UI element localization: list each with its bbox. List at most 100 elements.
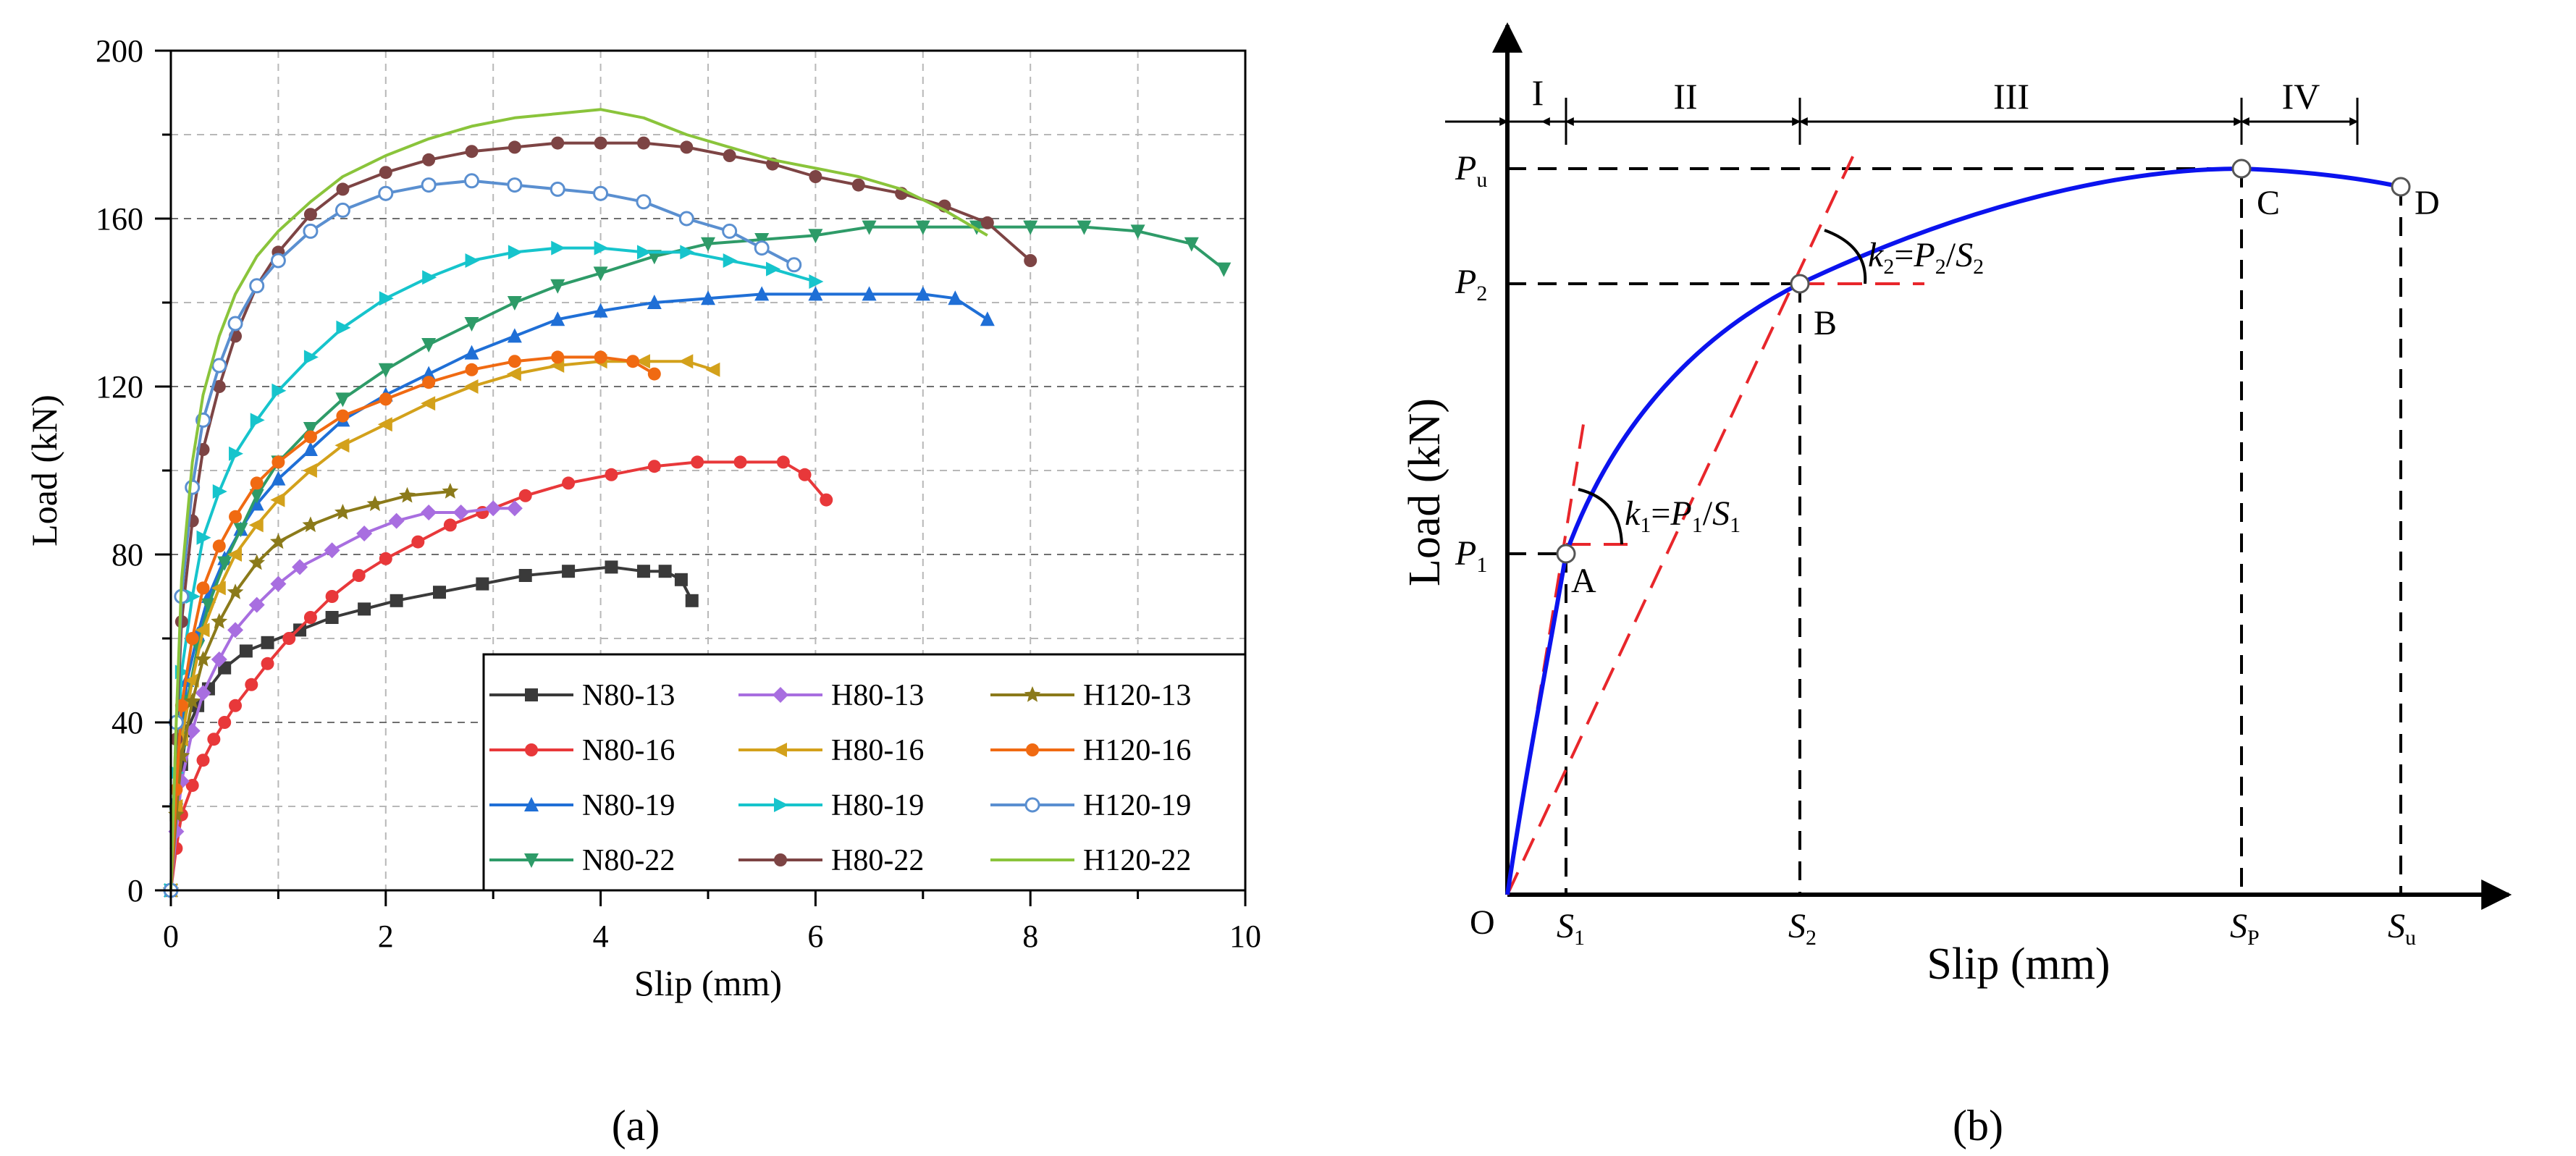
data-point <box>379 166 392 180</box>
data-point <box>605 560 618 574</box>
legend-marker <box>774 853 787 866</box>
data-point <box>334 438 350 453</box>
data-point <box>227 622 244 638</box>
data-point <box>1024 254 1037 267</box>
legend-item: H80-19 <box>738 789 924 822</box>
data-point <box>862 220 877 235</box>
data-point <box>211 612 228 629</box>
legend-label: H80-16 <box>831 734 924 767</box>
data-point <box>324 542 340 559</box>
data-point <box>636 194 652 210</box>
data-point <box>463 379 479 394</box>
data-point <box>211 581 226 596</box>
data-point <box>270 575 287 592</box>
data-point <box>678 211 694 227</box>
legend-marker <box>524 797 539 811</box>
data-point <box>550 279 565 294</box>
data-point <box>647 295 662 309</box>
data-point <box>442 483 459 499</box>
data-point <box>303 350 319 365</box>
legend-marker <box>774 798 788 812</box>
series-line <box>169 360 714 891</box>
data-point <box>680 245 695 260</box>
angle-arc-k1 <box>1578 488 1623 545</box>
data-point <box>766 261 781 277</box>
data-point <box>674 573 688 586</box>
data-point <box>421 177 437 193</box>
data-point <box>303 223 319 239</box>
annotation-k1: k1=P1/S1 <box>1625 494 1741 537</box>
data-point <box>464 345 479 360</box>
data-point <box>464 173 480 189</box>
series-line <box>169 565 694 891</box>
data-point <box>1216 262 1232 277</box>
data-point <box>1077 220 1092 235</box>
data-point <box>658 565 672 578</box>
data-point <box>593 185 609 201</box>
data-point <box>218 716 232 729</box>
data-point <box>733 455 747 469</box>
data-point <box>334 202 350 218</box>
data-point <box>506 500 523 517</box>
x-tick-label: 2 <box>378 919 394 954</box>
x-tick-label: 8 <box>1022 919 1038 954</box>
data-point <box>594 240 609 256</box>
data-point <box>248 518 264 533</box>
data-point <box>421 396 436 411</box>
data-point <box>754 240 770 256</box>
data-point <box>562 476 576 490</box>
ticks-a: 0 2 4 6 8 10 0 40 80 120 160 200 <box>96 33 1261 954</box>
legend-marker <box>525 688 538 701</box>
data-point <box>851 178 865 192</box>
series-H120-19 <box>163 173 802 898</box>
point-b-label: B <box>1814 304 1837 342</box>
data-point <box>723 253 738 268</box>
data-point <box>809 170 822 183</box>
data-point <box>271 471 286 486</box>
data-point <box>250 476 264 490</box>
x-label-sp: SP <box>2230 907 2260 950</box>
data-point <box>196 581 210 595</box>
data-point <box>465 145 479 159</box>
data-point <box>185 779 199 792</box>
panel-b-schematic: I II III IV A B <box>1400 22 2512 1149</box>
data-point <box>723 149 736 162</box>
data-point <box>229 510 243 523</box>
data-point <box>248 554 266 570</box>
data-point <box>336 182 350 196</box>
series-line <box>169 490 450 891</box>
data-point <box>269 533 287 549</box>
legend-box-a <box>482 653 1247 892</box>
data-point <box>248 596 265 613</box>
data-point <box>185 479 201 495</box>
legend-item: N80-22 <box>489 844 675 877</box>
data-point <box>233 523 248 538</box>
data-point <box>594 350 607 364</box>
data-point <box>184 673 199 688</box>
legend-item: H120-13 <box>990 679 1191 712</box>
data-point <box>366 495 384 512</box>
data-point <box>212 484 227 499</box>
data-point <box>680 140 694 154</box>
point-d-marker <box>2391 177 2411 197</box>
data-point <box>550 181 565 197</box>
y-label-p1: P1 <box>1455 534 1487 577</box>
annotation-k2: k2=P2/S2 <box>1868 236 1984 279</box>
data-point <box>302 463 317 478</box>
y-axis-title-a: Load (kN) <box>24 395 64 547</box>
region-label-2: II <box>1673 76 1697 117</box>
data-point <box>378 185 394 201</box>
data-point <box>593 303 608 318</box>
data-point <box>249 278 265 294</box>
data-point <box>303 422 318 436</box>
data-point <box>421 505 437 520</box>
data-point <box>195 651 211 667</box>
data-point <box>390 594 403 607</box>
data-point <box>506 366 521 381</box>
data-point <box>1184 237 1199 252</box>
data-point <box>1023 220 1038 235</box>
data-point <box>636 245 652 260</box>
data-point <box>433 586 446 599</box>
data-point <box>465 363 479 376</box>
legend-label: H80-13 <box>831 679 924 712</box>
